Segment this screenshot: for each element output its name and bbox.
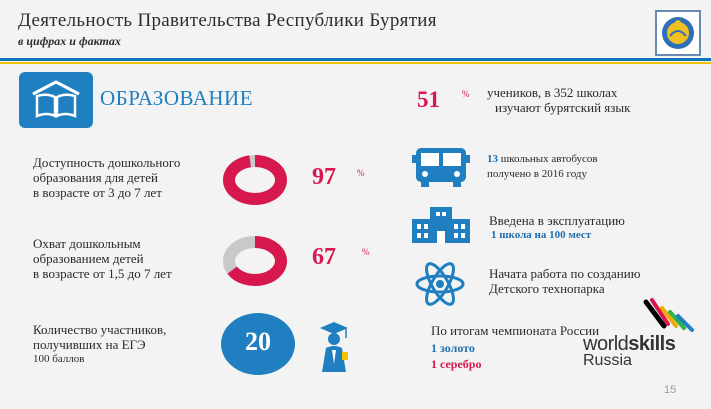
label-line: Количество участников, (33, 322, 167, 337)
buses-count: 13 (487, 153, 498, 165)
preschool-access-value: 97 (312, 164, 336, 190)
preschool-access-donut (223, 155, 287, 205)
graduate-icon (320, 322, 348, 372)
school-text: Введена в эксплуатацию 1 школа на 100 ме… (489, 213, 625, 243)
preschool-access-label: Доступность дошкольного образования для … (33, 155, 180, 200)
text-line: Детского технопарка (489, 281, 605, 296)
gold-medals: 1 золото (431, 341, 475, 355)
label-line: 100 баллов (33, 353, 85, 365)
label-line: образованием детей (33, 251, 144, 266)
logo-skills: skills (628, 333, 676, 355)
label-line: в возрасте от 3 до 7 лет (33, 185, 162, 200)
header-divider-blue (0, 58, 711, 61)
school-building-icon (412, 207, 470, 243)
preschool-access-donut-fill (223, 155, 287, 205)
text-line: получено в 2016 году (487, 168, 587, 180)
worldskills-logo-icon (643, 298, 694, 332)
label-line: Охват дошкольным (33, 236, 141, 251)
exam-value: 20 (245, 327, 271, 356)
silver-medals: 1 серебро (431, 357, 482, 371)
exam-value-circle (221, 313, 295, 375)
championship-text: По итогам чемпионата России (431, 323, 599, 338)
buryat-language-unit: % (462, 89, 470, 99)
bus-icon (412, 148, 470, 187)
book-icon (19, 72, 93, 128)
buryat-language-value: 51 (417, 87, 440, 112)
text-line: По итогам чемпионата России (431, 323, 600, 338)
label-line: образования для детей (33, 170, 158, 185)
preschool-coverage-label: Охват дошкольным образованием детей в во… (33, 236, 172, 281)
text-line: Начата работа по созданию (489, 266, 641, 281)
preschool-coverage-donut-fill (227, 236, 287, 286)
label-line: Доступность дошкольного (33, 155, 181, 170)
label-line: в возрасте от 1,5 до 7 лет (33, 266, 172, 281)
technopark-text: Начата работа по созданию Детского техно… (489, 266, 640, 296)
preschool-coverage-unit: % (362, 247, 370, 257)
page-number: 15 (664, 384, 677, 396)
section-title: ОБРАЗОВАНИЕ (100, 86, 254, 110)
text-line: школьных автобусов (498, 153, 598, 165)
buryat-language-text: учеников, в 352 школах изучают бурятский… (487, 85, 630, 115)
preschool-coverage-donut (223, 236, 287, 286)
text-line: Введена в эксплуатацию (489, 213, 625, 228)
exam-label: Количество участников, получивших на ЕГЭ… (33, 322, 166, 367)
buryatia-emblem-icon (655, 10, 701, 56)
page-title: Деятельность Правительства Республики Бу… (18, 10, 437, 31)
preschool-access-unit: % (357, 168, 365, 178)
header-divider-yellow (0, 62, 711, 64)
text-line: изучают бурятский язык (495, 100, 631, 115)
page-subtitle: в цифрах и фактах (18, 34, 121, 48)
worldskills-logo-text: worldskills (583, 333, 676, 356)
buses-text: 13 школьных автобусов получено в 2016 го… (487, 152, 598, 182)
worldskills-logo-russia: Russia (583, 352, 632, 369)
logo-world: world (583, 333, 629, 355)
label-line: получивших на ЕГЭ (33, 337, 146, 352)
text-line: учеников, в 352 школах (487, 85, 618, 100)
text-line: 1 школа на 100 мест (491, 229, 592, 241)
preschool-coverage-value: 67 (312, 244, 336, 270)
atom-icon (415, 262, 465, 306)
